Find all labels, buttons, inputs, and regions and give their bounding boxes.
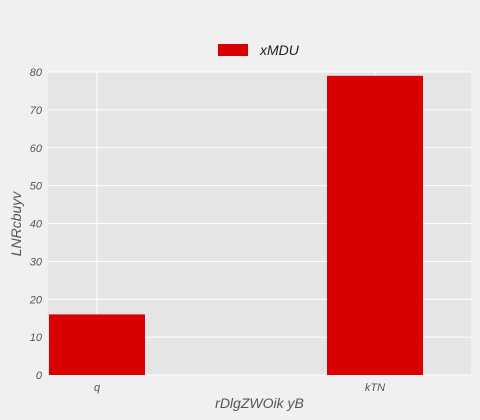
x-axis-label: rDlgZWOik yB <box>215 395 304 411</box>
y-tick-label: 70 <box>30 105 43 117</box>
y-tick-label: 10 <box>30 332 43 344</box>
y-tick-label: 40 <box>30 219 43 231</box>
bar-kTN <box>327 76 423 375</box>
y-tick-label: 60 <box>30 143 43 155</box>
y-tick-label: 50 <box>30 181 43 193</box>
y-tick-label: 80 <box>30 67 43 79</box>
bar-q <box>49 314 145 375</box>
x-tick-label: kTN <box>365 382 385 394</box>
y-tick-labels: 0 10 20 30 40 50 60 70 80 <box>29 67 43 382</box>
y-tick-label: 0 <box>36 370 43 382</box>
legend: xMDU <box>218 42 300 58</box>
legend-label: xMDU <box>259 42 300 58</box>
y-axis-label: LNRcbuyv <box>8 191 24 257</box>
x-tick-label: q <box>94 382 101 394</box>
legend-swatch <box>218 44 248 56</box>
y-tick-label: 20 <box>29 294 43 306</box>
x-tick-labels: q kTN <box>94 382 385 394</box>
y-tick-label: 30 <box>30 256 43 268</box>
